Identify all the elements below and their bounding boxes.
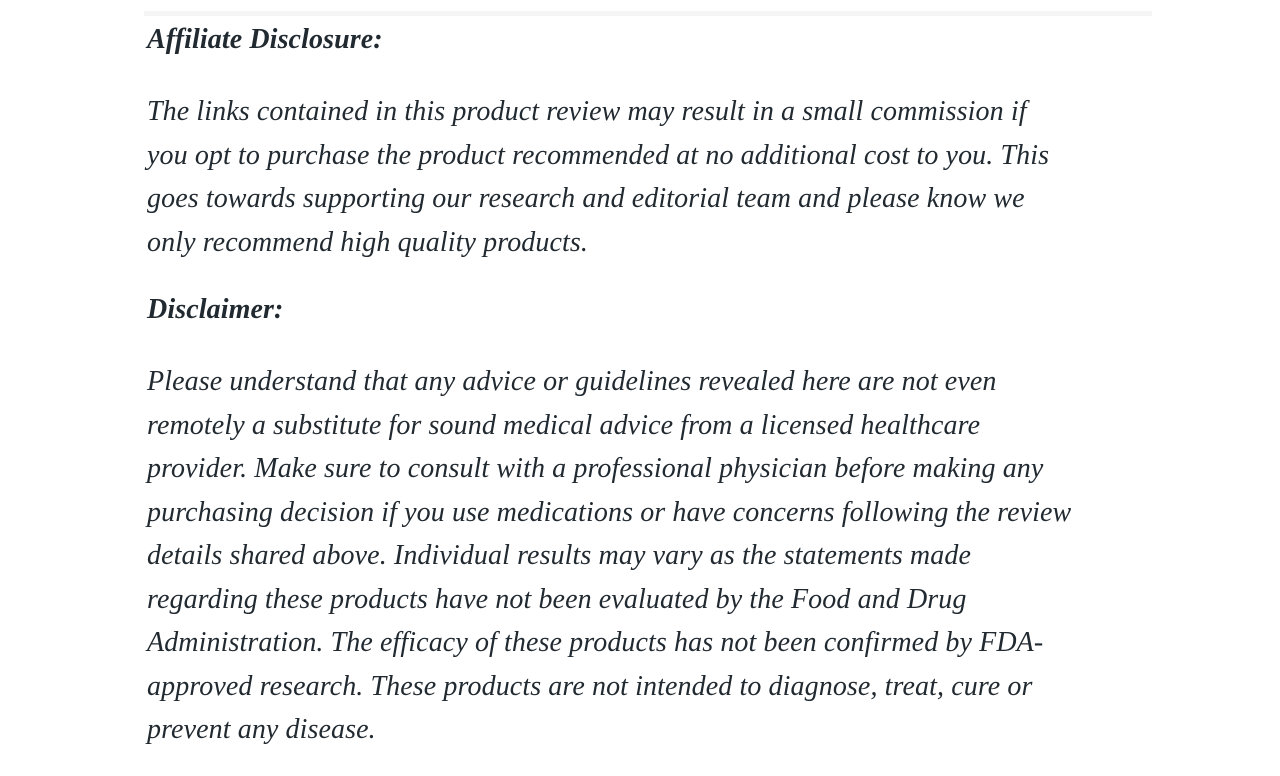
affiliate-disclosure-paragraph: The links contained in this product revi… — [147, 96, 1050, 258]
affiliate-disclosure-heading: Affiliate Disclosure: — [147, 24, 383, 55]
disclaimer-paragraph: Please understand that any advice or gui… — [147, 366, 1072, 745]
top-section-divider — [144, 11, 1152, 16]
disclaimer-heading: Disclaimer: — [147, 294, 284, 325]
disclosure-article: Affiliate Disclosure: The links containe… — [147, 0, 1237, 776]
